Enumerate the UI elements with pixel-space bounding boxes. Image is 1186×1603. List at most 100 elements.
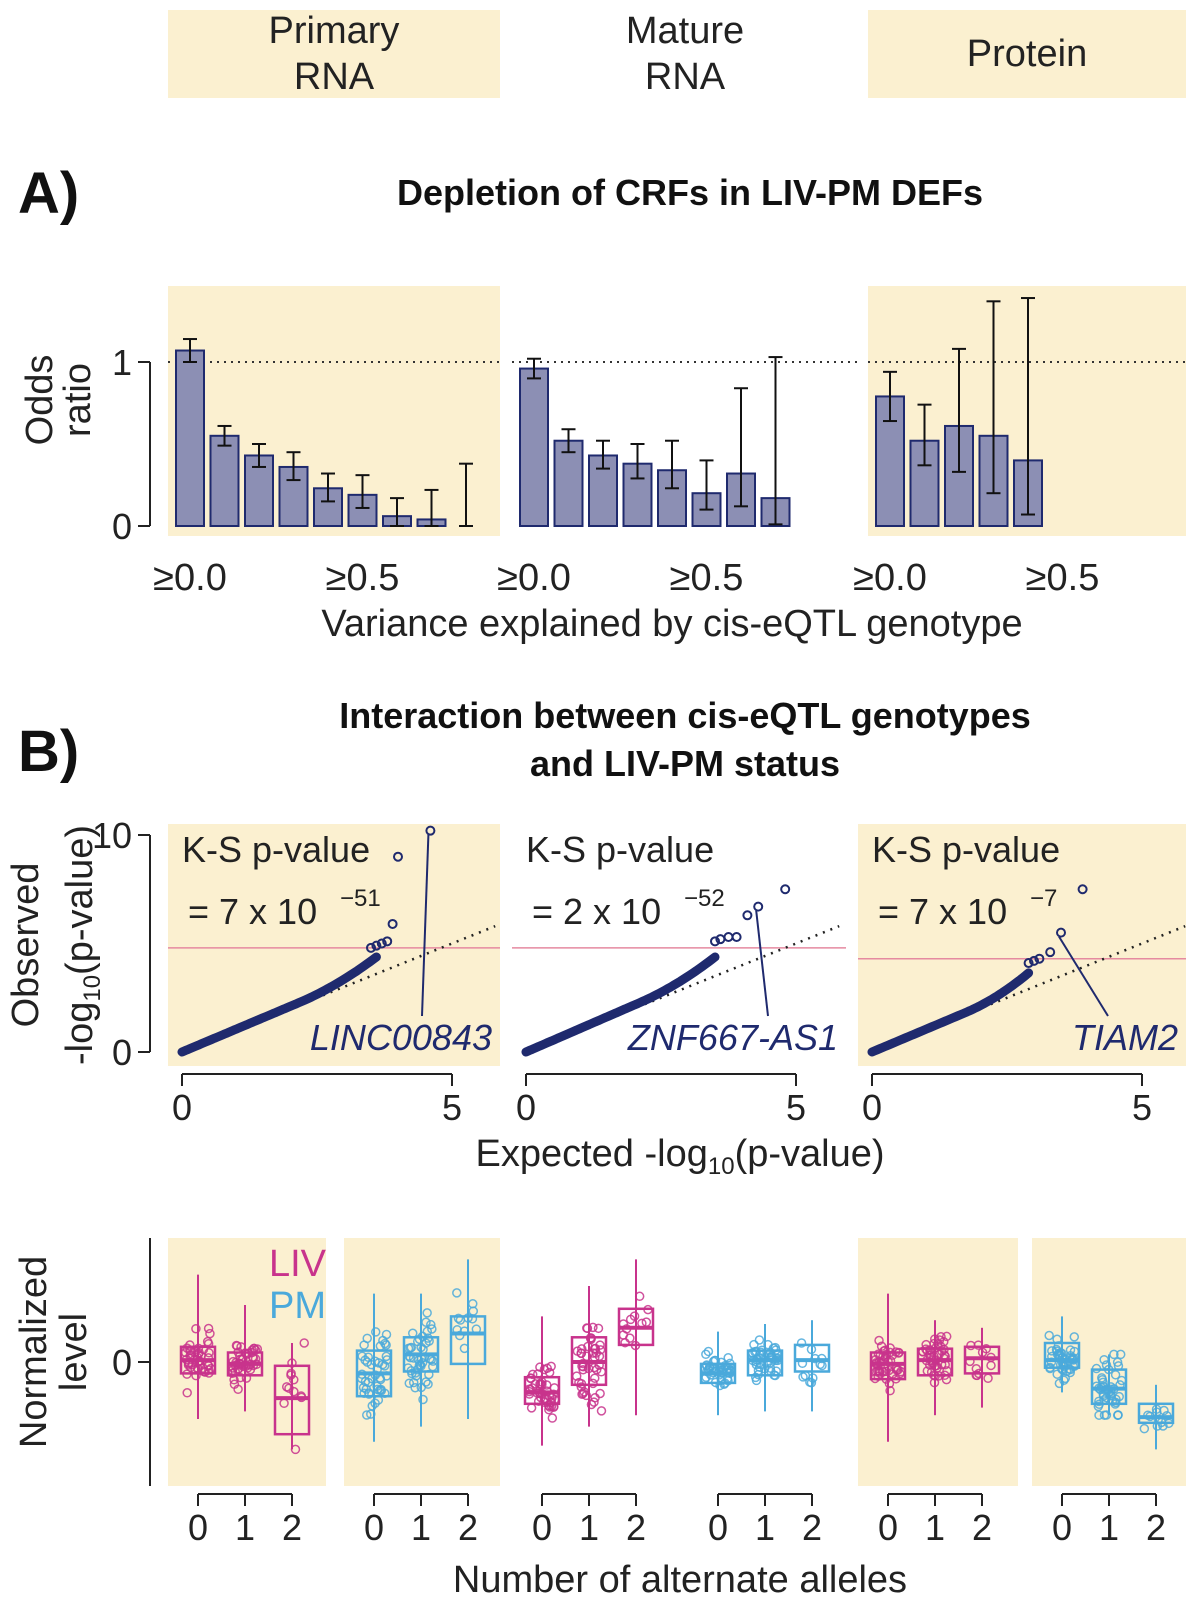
x-tick-label: ≥0.0: [153, 557, 227, 599]
jitter-point: [1139, 1423, 1150, 1434]
gene-label: TIAM2: [1072, 1017, 1178, 1058]
qq-point: [780, 884, 791, 895]
jitter-point: [370, 1327, 381, 1337]
column-header-mature-rna: Mature RNA: [512, 10, 858, 98]
x-tick-label: 0: [878, 1507, 898, 1548]
box: [1137, 1402, 1175, 1425]
jitter-point: [198, 1344, 209, 1355]
jitter-point: [589, 1397, 599, 1407]
gene-callout-line: [1058, 936, 1109, 1017]
ks-exponent: −51: [340, 885, 381, 912]
jitter-point: [408, 1377, 419, 1388]
jitter-point: [427, 1324, 437, 1334]
gene-label: ZNF667-AS1: [627, 1017, 838, 1058]
x-tick-label: 0: [862, 1087, 882, 1128]
jitter-point: [231, 1340, 242, 1351]
jitter-point: [1044, 1330, 1054, 1341]
jitter-point: [410, 1382, 420, 1393]
x-axis-label: Variance explained by cis-eQTL genotype: [321, 603, 1022, 645]
jitter-point: [362, 1410, 372, 1420]
qq-point: [753, 901, 764, 912]
jitter-point: [299, 1338, 309, 1348]
jitter-point: [422, 1308, 432, 1318]
jitter-point: [453, 1313, 464, 1324]
y-axis-label: -log10(p-value): [59, 825, 106, 1065]
x-axis-label: Number of alternate alleles: [453, 1559, 907, 1601]
jitter-point: [765, 1363, 776, 1373]
ks-exponent: −7: [1030, 885, 1057, 912]
ks-label: K-S p-value: [182, 829, 370, 870]
column-header-primary-rna: Primary RNA: [168, 10, 500, 98]
jitter-point: [588, 1378, 598, 1389]
qq-point: [1056, 927, 1066, 938]
jitter-point: [749, 1339, 759, 1350]
qq-point: [376, 938, 387, 949]
qq-point: [1077, 884, 1088, 895]
y-axis-label: Odds: [19, 355, 61, 446]
jitter-point: [404, 1378, 415, 1388]
ks-value: = 2 x 10: [532, 891, 661, 932]
bar: [519, 367, 549, 527]
x-tick-label: 0: [188, 1507, 208, 1548]
jitter-point: [182, 1388, 192, 1398]
box: [1043, 1341, 1081, 1369]
jitter-point: [754, 1362, 765, 1373]
jitter-point: [805, 1377, 815, 1387]
qq-point: [1045, 947, 1056, 958]
jitter-point: [363, 1352, 373, 1362]
qq-point: [382, 936, 393, 947]
jitter-point: [578, 1365, 588, 1375]
jitter-point: [229, 1379, 240, 1390]
jitter-point: [589, 1362, 599, 1373]
ks-value: = 7 x 10: [188, 891, 317, 932]
x-tick-label: 0: [708, 1507, 728, 1548]
jitter-point: [701, 1349, 711, 1360]
x-tick-label: 5: [786, 1087, 806, 1128]
jitter-point: [191, 1323, 201, 1334]
legend-liv: LIV: [269, 1243, 327, 1285]
x-tick-label: 1: [925, 1507, 945, 1548]
jitter-point: [370, 1356, 380, 1367]
jitter-point: [593, 1323, 604, 1334]
panel-b-label: B): [18, 719, 80, 784]
jitter-point: [546, 1401, 557, 1412]
gene-callout-line: [755, 910, 769, 1017]
qq-panel-background: [168, 824, 500, 1066]
jitter-point: [281, 1382, 292, 1392]
jitter-point: [723, 1375, 733, 1386]
x-tick-label: 1: [1099, 1507, 1119, 1548]
jitter-point: [536, 1379, 546, 1389]
bar: [553, 439, 584, 527]
panel-b-title-line2: and LIV-PM status: [529, 743, 841, 784]
jitter-point: [414, 1334, 425, 1344]
jitter-point: [426, 1319, 436, 1330]
jitter-point: [379, 1361, 390, 1371]
jitter-point: [591, 1364, 602, 1375]
jitter-point: [874, 1335, 884, 1346]
x-tick-label: 2: [282, 1507, 302, 1548]
jitter-point: [423, 1379, 433, 1389]
jitter-point: [1069, 1332, 1080, 1342]
jitter-point: [374, 1385, 385, 1396]
jitter-point: [286, 1370, 296, 1380]
y-axis-label: Normalized: [13, 1256, 55, 1448]
jitter-point: [546, 1361, 556, 1372]
ks-label: K-S p-value: [872, 829, 1060, 870]
jitter-point: [590, 1343, 601, 1354]
qq-point-cloud: [867, 968, 1034, 1057]
jitter-point: [796, 1338, 807, 1348]
x-tick-label: ≥0.5: [1026, 557, 1100, 599]
x-tick-label: 0: [364, 1507, 384, 1548]
jitter-point: [941, 1331, 952, 1342]
qq-point: [742, 910, 753, 921]
ks-label: K-S p-value: [526, 829, 714, 870]
qq-point: [731, 931, 742, 942]
qq-point: [425, 825, 436, 836]
panel-a-label: A): [18, 161, 80, 226]
jitter-point: [380, 1338, 390, 1349]
jitter-point: [452, 1288, 462, 1298]
gene-label: LINC00843: [310, 1017, 492, 1058]
qq-panel-background: [858, 824, 1186, 1066]
jitter-point: [1097, 1373, 1107, 1383]
panel-b-title-line1: Interaction between cis-eQTL genotypes: [339, 695, 1031, 736]
